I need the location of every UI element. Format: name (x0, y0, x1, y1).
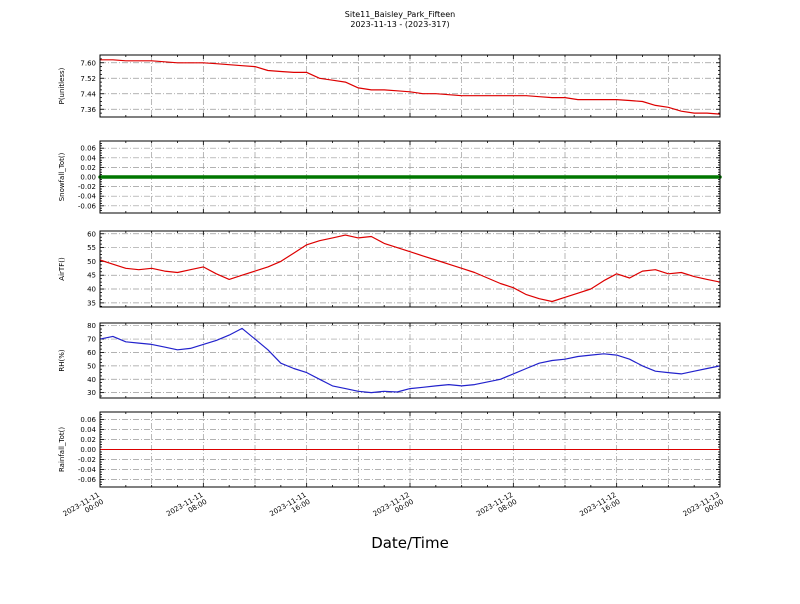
ytick-label: -0.06 (78, 202, 97, 210)
series-AirTF (99, 234, 721, 303)
xtick-label: 2023-11-1116:00 (268, 491, 311, 525)
ytick-label: 45 (87, 272, 96, 280)
y-axis-title-AirTF: AirTF() (58, 257, 66, 281)
ytick-label: 80 (87, 322, 96, 330)
ytick-label: 0.00 (80, 446, 96, 454)
xtick-label: 2023-11-1208:00 (475, 491, 518, 525)
x-tick-labels: 2023-11-1100:00 2023-11-1108:00 2023-11-11… (62, 491, 725, 525)
ytick-label: 0.02 (80, 164, 96, 172)
ytick-label: 40 (87, 286, 96, 294)
ytick-label: 50 (87, 258, 96, 266)
ytick-label: -0.06 (78, 476, 97, 484)
ytick-label: -0.04 (78, 466, 97, 474)
ytick-label: 0.06 (80, 145, 96, 153)
ytick-label: 40 (87, 376, 96, 384)
ytick-label: 0.02 (80, 436, 96, 444)
y-axis-title-Snowfall_Tot: Snowfall_Tot() (58, 152, 66, 201)
xtick-label: 2023-11-1108:00 (165, 491, 208, 525)
ytick-label: 35 (87, 299, 96, 307)
ytick-label: 30 (87, 389, 96, 397)
series-RH (99, 327, 721, 394)
panel-Rainfall_Tot: -0.06 -0.04 -0.02 0.00 0.02 0.04 0.06 Rainfall_… (58, 411, 721, 488)
xtick-label: 2023-11-1300:00 (682, 491, 725, 525)
panel-Snowfall_Tot: -0.06-0.04 -0.020.00 0.02 0.040.06 Snowfall_… (58, 140, 722, 214)
xtick-label: 2023-11-1200:00 (372, 491, 415, 525)
ytick-label: 50 (87, 362, 96, 370)
y-axis-title-P: P(unitless) (58, 67, 66, 104)
ytick-label: -0.02 (78, 456, 96, 464)
ytick-label: 7.52 (80, 75, 96, 83)
chart-title: Site11_Baisley_Park_Fifteen (345, 10, 455, 19)
y-axis-title-RH: RH(%) (58, 349, 66, 372)
ytick-label: 7.60 (80, 59, 96, 67)
panel-P: 7.36 7.44 7.52 7.60 P(unitless) (58, 54, 721, 118)
plot-area: 7.367.447.527.60P(unitless)-0.06-0.04-0.… (58, 54, 725, 525)
panel-AirTF: 35 40 45 50 55 60 AirTF() (58, 230, 721, 308)
panel-RH: 30 40 50 60 70 80 RH(%) (58, 322, 721, 399)
x-axis-title: Date/Time (371, 534, 449, 552)
y-axis-title-Rainfall_Tot: Rainfall_Tot() (58, 427, 66, 472)
xtick-label: 2023-11-1100:00 (62, 491, 105, 525)
ytick-label: 7.36 (80, 106, 96, 114)
ytick-label: -0.02 (78, 183, 96, 191)
ytick-label: 0.04 (80, 154, 96, 162)
ytick-label: 0.06 (80, 416, 96, 424)
ytick-label: 0.00 (80, 174, 96, 182)
ytick-label: 7.44 (80, 90, 96, 98)
ytick-label: 0.04 (80, 426, 96, 434)
ytick-label: -0.04 (78, 193, 97, 201)
ytick-label: 70 (87, 336, 96, 344)
ytick-label: 55 (87, 244, 96, 252)
xtick-label: 2023-11-1216:00 (578, 491, 621, 525)
ytick-label: 60 (87, 230, 96, 238)
ytick-label: 60 (87, 349, 96, 357)
chart-subtitle: 2023-11-13 - (2023-317) (350, 20, 449, 29)
series-P (99, 59, 721, 115)
